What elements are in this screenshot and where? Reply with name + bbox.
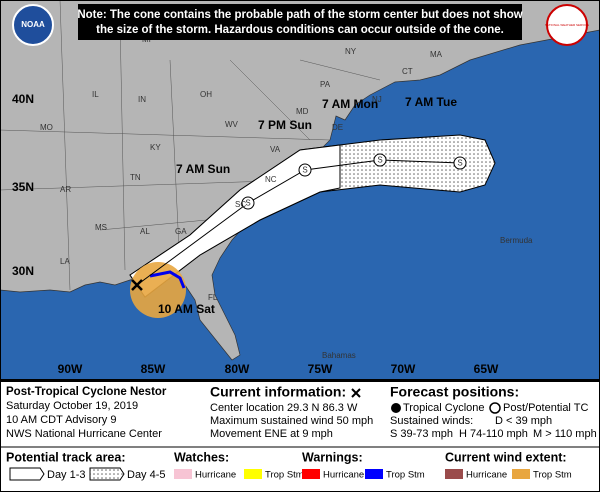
- point-symbol: S: [302, 166, 307, 175]
- region-label: TN: [130, 173, 141, 182]
- region-label: OH: [200, 90, 212, 99]
- current-title: Current information:: [210, 384, 346, 400]
- wind-d: D < 39 mph: [495, 415, 552, 427]
- sustained-title: Sustained winds:: [390, 415, 473, 427]
- note-line: Note: The cone contains the probable pat…: [77, 9, 522, 21]
- lat-label: 35N: [12, 180, 34, 194]
- warn-trop: Trop Stm: [386, 470, 425, 481]
- cone-day13: [129, 144, 341, 298]
- forecast-label: 7 AM Sun: [176, 162, 230, 176]
- wind-s: S 39-73 mph: [390, 428, 453, 440]
- ts-wind-extent: [130, 262, 186, 318]
- region-label: MA: [430, 50, 443, 59]
- forecast-points: S S S S: [241, 153, 467, 210]
- point-symbol: S: [457, 159, 462, 168]
- current-position: [131, 279, 143, 291]
- wind-h: H 74-110 mph: [459, 428, 528, 440]
- region-label: GA: [175, 227, 187, 236]
- region-label: LA: [60, 257, 70, 266]
- point-symbol: S: [377, 156, 382, 165]
- warnings-title: Warnings:: [302, 450, 363, 464]
- advisory: 10 AM CDT Advisory 9: [6, 414, 116, 426]
- region-label: IN: [138, 95, 146, 104]
- region-label: VA: [270, 145, 281, 154]
- note-line: the size of the storm. Hazardous conditi…: [96, 24, 504, 36]
- lon-label: 80W: [225, 362, 250, 376]
- wind-hurricane: Hurricane: [466, 470, 507, 481]
- region-labels: MINYMACTPANJILINOHMDDEWVMOKYVATNNCARSCMS…: [40, 35, 533, 360]
- wind: Maximum sustained wind 50 mph: [210, 415, 373, 427]
- region-label: CT: [402, 67, 413, 76]
- lon-label: 65W: [474, 362, 499, 376]
- track-title: Potential track area:: [6, 450, 126, 464]
- lon-label: 75W: [308, 362, 333, 376]
- region-label: FL: [208, 293, 218, 302]
- wind-title: Current wind extent:: [445, 450, 567, 464]
- lon-labels: 90W 85W 80W 75W 70W 65W: [58, 362, 499, 376]
- wind-m: M > 110 mph: [533, 428, 597, 440]
- region-label: MS: [95, 223, 107, 232]
- nws-logo: [546, 4, 588, 46]
- lat-label: 40N: [12, 92, 34, 106]
- forecast-label: 7 AM Tue: [405, 95, 457, 109]
- watch-hurricane: Hurricane: [195, 470, 236, 481]
- noaa-logo: [12, 4, 54, 46]
- lon-label: 90W: [58, 362, 83, 376]
- lon-label: 85W: [141, 362, 166, 376]
- date: Saturday October 19, 2019: [6, 400, 138, 412]
- warn-hurricane: Hurricane: [323, 470, 364, 481]
- nws-text: NATIONAL WEATHER SERVICE: [545, 23, 589, 27]
- region-label: KY: [150, 143, 161, 152]
- region-label: DE: [332, 123, 343, 132]
- day13: Day 1-3: [47, 469, 86, 481]
- lon-label: 70W: [391, 362, 416, 376]
- watch-trop: Trop Stm: [265, 470, 304, 481]
- forecast-label: 7 AM Mon: [322, 97, 378, 111]
- region-label: NC: [265, 175, 277, 184]
- region-label: PA: [320, 80, 331, 89]
- forecast-labels: 10 AM Sat 7 AM Sun 7 PM Sun 7 AM Mon 7 A…: [158, 95, 457, 316]
- region-label: SC: [235, 200, 246, 209]
- region-label: NY: [345, 47, 357, 56]
- region-label: AL: [140, 227, 150, 236]
- agency: NWS National Hurricane Center: [6, 428, 162, 440]
- lat-label: 30N: [12, 264, 34, 278]
- movement: Movement ENE at 9 mph: [210, 428, 333, 440]
- lat-labels: 40N 35N 30N: [12, 92, 34, 278]
- region-label: MD: [296, 107, 309, 116]
- borders: [0, 0, 381, 291]
- forecast-title: Forecast positions:: [390, 384, 519, 400]
- region-label: WV: [225, 120, 239, 129]
- tropical-legend: Tropical Cyclone: [403, 402, 485, 414]
- storm-name: Post-Tropical Cyclone Nestor: [6, 386, 167, 398]
- watches-title: Watches:: [174, 450, 229, 464]
- day45: Day 4-5: [127, 469, 166, 481]
- region-label: IL: [92, 90, 99, 99]
- post-legend: Post/Potential TC: [503, 402, 588, 414]
- forecast-label: 10 AM Sat: [158, 302, 215, 316]
- noaa-text: NOAA: [21, 20, 45, 29]
- note-box: [78, 4, 522, 40]
- location: Center location 29.3 N 86.3 W: [210, 402, 358, 414]
- region-label: Bahamas: [322, 351, 356, 360]
- region-label: NJ: [372, 95, 382, 104]
- region-label: AR: [60, 185, 71, 194]
- wind-trop: Trop Stm: [533, 470, 572, 481]
- region-label: Bermuda: [500, 236, 533, 245]
- ts-warning: [149, 270, 186, 289]
- region-label: MO: [40, 123, 53, 132]
- point-symbol: S: [245, 199, 250, 208]
- forecast-label: 7 PM Sun: [258, 118, 312, 132]
